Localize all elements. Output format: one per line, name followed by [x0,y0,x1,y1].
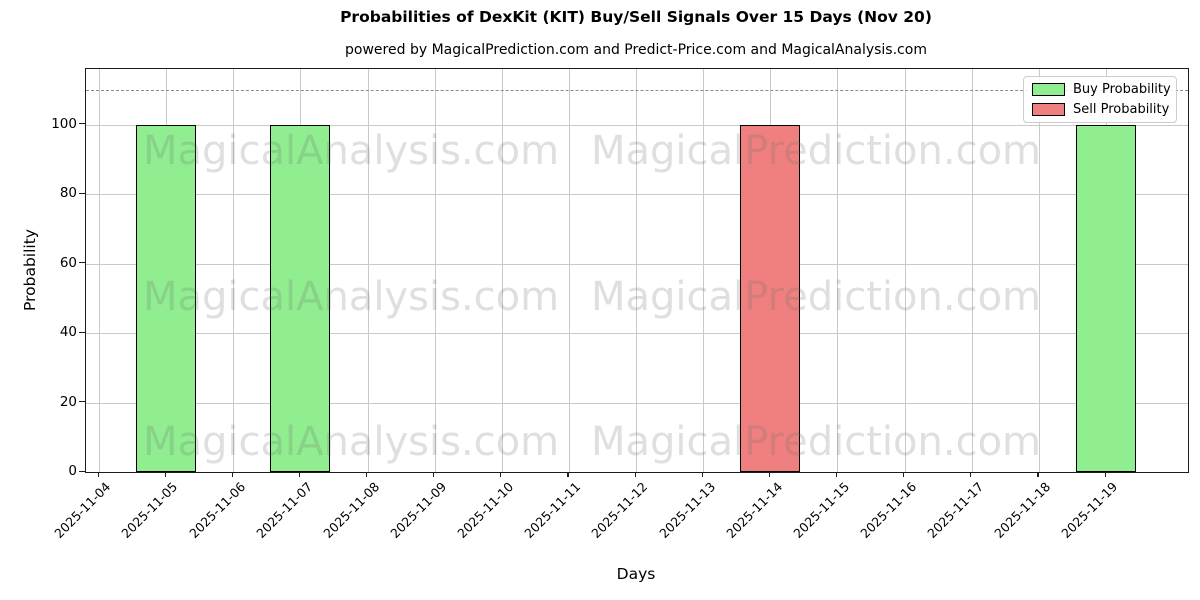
x-tick-mark [567,472,569,477]
x-tick-label: 2025-11-12 [588,479,651,541]
x-tick-mark [366,472,368,477]
bar-2025-11-05-buy [136,124,197,472]
x-tick-mark [433,472,435,477]
x-tick-mark [970,472,972,477]
y-tick-mark [79,192,85,194]
x-tick-label: 2025-11-07 [253,479,316,541]
legend-label-buy: Buy Probability [1073,82,1171,97]
chart-subtitle: powered by MagicalPrediction.com and Pre… [345,42,927,58]
watermark-left: MagicalAnalysis.com [142,274,560,320]
threshold-dashed-line [86,89,1188,91]
sell-probability-swatch [1032,103,1065,116]
x-tick-mark [1037,472,1039,477]
x-tick-label: 2025-11-17 [924,479,987,541]
gridline-vertical [99,69,100,472]
x-tick-label: 2025-11-09 [387,479,450,541]
y-tick-mark [79,123,85,125]
gridline-vertical [837,69,839,472]
x-tick-label: 2025-11-16 [857,479,920,541]
x-tick-label: 2025-11-06 [185,479,248,541]
x-axis-label: Days [616,565,656,583]
y-tick-label: 0 [68,463,77,479]
gridline-vertical [703,69,705,472]
watermark-right: MagicalPrediction.com [591,128,1041,174]
legend-item-buy: Buy Probability [1032,82,1171,97]
x-tick-mark [768,472,771,477]
x-tick-label: 2025-11-05 [118,479,181,541]
gridline-vertical [434,69,436,472]
x-tick-mark [164,472,166,477]
bar-2025-11-07-buy [270,124,331,472]
watermark-right: MagicalPrediction.com [591,274,1041,320]
x-tick-mark [298,472,301,477]
y-axis-label: Probability [21,229,39,311]
watermark-left: MagicalAnalysis.com [142,419,560,465]
x-tick-mark [634,472,636,477]
x-tick-label: 2025-11-15 [790,479,853,541]
legend-item-sell: Sell Probability [1032,102,1170,117]
plot-area: MagicalAnalysis.com MagicalPrediction.com… [85,68,1189,473]
x-tick-label: 2025-11-10 [454,479,517,541]
y-tick-label: 60 [59,254,77,271]
y-tick-mark [79,470,85,472]
legend: Buy Probability Sell Probability [1023,76,1177,123]
gridline-vertical [904,69,906,472]
x-tick-mark [1104,472,1106,477]
x-tick-label: 2025-11-08 [320,479,383,541]
gridline-vertical [568,69,570,472]
y-tick-mark [79,331,85,333]
buy-probability-swatch [1032,83,1065,96]
y-tick-label: 40 [59,324,77,341]
gridline-vertical [971,69,973,472]
watermark-left: MagicalAnalysis.com [142,128,560,174]
y-tick-label: 80 [59,185,77,202]
watermark-right: MagicalPrediction.com [591,419,1041,465]
y-tick-mark [79,401,85,403]
legend-label-sell: Sell Probability [1073,102,1170,117]
gridline-vertical [501,69,503,472]
y-tick-mark [79,262,85,264]
x-tick-label: 2025-11-18 [991,479,1054,541]
gridline-vertical [636,69,638,472]
chart-title: Probabilities of DexKit (KIT) Buy/Sell S… [340,8,932,26]
x-tick-mark [500,472,502,477]
y-tick-label: 100 [51,115,77,132]
x-tick-label: 2025-11-04 [51,479,114,541]
x-tick-mark [903,472,905,477]
x-tick-mark [835,472,838,477]
gridline-vertical [233,69,235,472]
x-tick-label: 2025-11-14 [722,479,785,541]
gridline-vertical [367,69,369,472]
bar-2025-11-19-buy [1076,124,1136,472]
y-tick-label: 20 [59,393,77,410]
x-tick-label: 2025-11-11 [521,479,584,541]
x-tick-label: 2025-11-13 [655,479,718,541]
bar-2025-11-14-sell [740,124,801,472]
gridline-vertical [1038,69,1040,472]
x-tick-mark [701,472,703,477]
x-tick-label: 2025-11-19 [1058,479,1121,541]
x-tick-mark [97,472,99,477]
x-tick-mark [231,472,233,477]
